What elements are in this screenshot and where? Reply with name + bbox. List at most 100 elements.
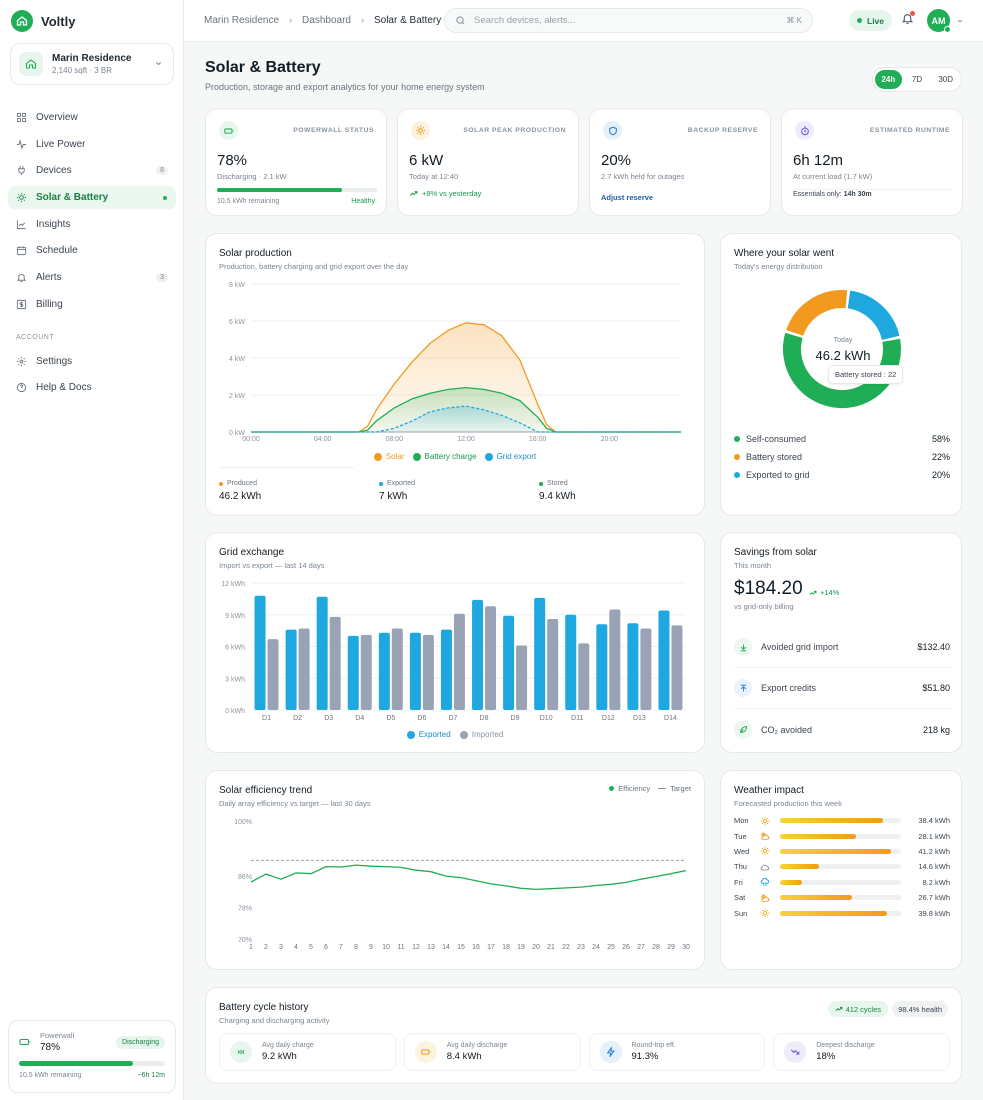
imported-bar[interactable] (329, 616, 341, 710)
exported-bar[interactable] (565, 614, 577, 710)
exported-bar[interactable] (472, 599, 484, 710)
donut-slice[interactable] (847, 290, 900, 341)
kpi-powerwall-status[interactable]: POWERWALL STATUS 78% Discharging · 2.1 k… (205, 108, 387, 216)
exported-bar[interactable] (658, 610, 670, 710)
divider (793, 189, 953, 190)
sidebar-item-alerts[interactable]: Alerts 3 (8, 266, 176, 289)
home-selector[interactable]: Marin Residence 2,140 sqft · 3 BR (10, 43, 174, 85)
legend-efficiency[interactable]: Efficiency (609, 784, 650, 793)
devices-count-badge: 8 (156, 166, 168, 176)
search-input[interactable]: Search devices, alerts... ⌘ K (444, 8, 813, 33)
weather-day: Wed (734, 846, 750, 856)
x-tick-label: D14 (664, 715, 677, 722)
sidebar-item-devices[interactable]: Devices 8 (8, 159, 176, 182)
imported-bar[interactable] (640, 628, 652, 710)
x-tick-label: D9 (511, 715, 520, 722)
sidebar-item-help[interactable]: Help & Docs (8, 376, 176, 399)
y-tick-label: 86% (238, 874, 252, 881)
sidebar-item-insights[interactable]: Insights (8, 213, 176, 236)
brand[interactable]: Voltly (11, 10, 75, 32)
exported-bar[interactable] (378, 632, 390, 710)
adjust-reserve-link[interactable]: Adjust reserve (601, 193, 654, 202)
legend-target[interactable]: Target (658, 784, 691, 793)
range-7d[interactable]: 7D (911, 75, 923, 84)
battery-status-badge: Discharging (116, 1035, 165, 1049)
chevron-down-icon[interactable] (956, 17, 964, 25)
range-30d[interactable]: 30D (938, 75, 954, 84)
weather-bar (780, 818, 901, 824)
legend-imported[interactable]: Imported (459, 730, 503, 739)
avatar-initials: AM (931, 15, 946, 26)
x-tick-label: 12 (412, 944, 420, 951)
imported-bar[interactable] (391, 628, 403, 710)
sidebar-item-label: Billing (36, 298, 63, 310)
kpi-footer-right: Healthy (351, 198, 375, 205)
home-name: Marin Residence (52, 53, 132, 64)
sidebar-item-schedule[interactable]: Schedule (8, 239, 176, 262)
powerwall-progress (217, 188, 377, 192)
weather-bar-fill (780, 864, 820, 870)
imported-bar[interactable] (547, 618, 559, 710)
weather-bar (780, 895, 901, 901)
imported-bar[interactable] (578, 643, 590, 710)
x-tick-label: D3 (324, 715, 333, 722)
chart-title: Where your solar went (734, 248, 835, 259)
donut-slice[interactable] (786, 290, 848, 337)
y-tick-label: 0 kWh (225, 708, 245, 715)
exported-bar[interactable] (254, 595, 266, 710)
live-dot (857, 18, 862, 23)
sidebar-item-billing[interactable]: Billing (8, 293, 176, 316)
exported-bar[interactable] (285, 629, 297, 710)
kpi-sub: Discharging · 2.1 kW (217, 172, 287, 181)
imported-bar[interactable] (516, 645, 528, 710)
y-tick-label: 0 kW (229, 430, 245, 437)
weather-list: Mon 38.4 kWh Tue 28.1 kWh Wed 41.2 kWh Thu … (734, 813, 950, 921)
exported-bar[interactable] (596, 624, 608, 710)
trend-up-icon (409, 191, 418, 196)
imported-bar[interactable] (609, 609, 621, 710)
shield-icon (603, 121, 622, 140)
legend-solar[interactable]: Solar (373, 452, 405, 461)
kpi-value: 6h 12m (793, 152, 844, 169)
kpi-sub: At current load (1.7 kW) (793, 172, 873, 181)
legend-grid-export[interactable]: Grid export (484, 452, 536, 461)
series-area (251, 322, 681, 432)
kpi-delta: +8% vs yesterday (422, 189, 482, 198)
exported-bar[interactable] (503, 615, 515, 710)
weather-bar-fill (780, 833, 856, 839)
card-subtitle: Charging and discharging activity (219, 1016, 330, 1025)
sidebar-item-solar-battery[interactable]: Solar & Battery (8, 186, 176, 210)
breadcrumb-home[interactable]: Marin Residence (204, 15, 280, 26)
exported-bar[interactable] (347, 635, 359, 710)
x-tick-label: D5 (386, 715, 395, 722)
sidebar-battery-card[interactable]: Powerwall 78% Discharging 10.5 kWh remai… (8, 1020, 176, 1093)
cycle-stat-value: 91.3% (631, 1051, 659, 1062)
imported-bar[interactable] (267, 639, 279, 710)
kpi-estimated-runtime[interactable]: ESTIMATED RUNTIME 6h 12m At current load… (781, 108, 963, 216)
legend-exported[interactable]: Exported (406, 730, 451, 739)
exported-bar[interactable] (440, 629, 452, 710)
exported-bar[interactable] (627, 623, 639, 710)
sidebar-item-live-power[interactable]: Live Power (8, 133, 176, 156)
exported-bar[interactable] (409, 632, 421, 710)
y-tick-label: 78% (238, 906, 252, 913)
imported-bar[interactable] (360, 634, 372, 710)
legend-battery-charge[interactable]: Battery charge (412, 452, 477, 461)
imported-bar[interactable] (453, 613, 465, 710)
imported-bar[interactable] (422, 634, 434, 710)
kpi-solar-peak[interactable]: SOLAR PEAK PRODUCTION 6 kW Today at 12:4… (397, 108, 579, 216)
avatar[interactable]: AM (927, 9, 951, 33)
sidebar-item-overview[interactable]: Overview (8, 106, 176, 129)
live-indicator[interactable]: Live (849, 10, 893, 31)
notifications-button[interactable] (901, 11, 915, 28)
range-24h[interactable]: 24h (875, 70, 902, 89)
breadcrumb-dashboard[interactable]: Dashboard (302, 15, 351, 26)
exported-bar[interactable] (534, 597, 546, 710)
imported-bar[interactable] (485, 606, 497, 710)
kpi-backup-reserve[interactable]: BACKUP RESERVE 20% 2.7 kWh held for outa… (589, 108, 771, 216)
imported-bar[interactable] (671, 625, 683, 710)
imported-bar[interactable] (298, 628, 310, 710)
weather-day: Mon (734, 816, 749, 826)
exported-bar[interactable] (316, 596, 328, 710)
sidebar-item-settings[interactable]: Settings (8, 350, 176, 373)
